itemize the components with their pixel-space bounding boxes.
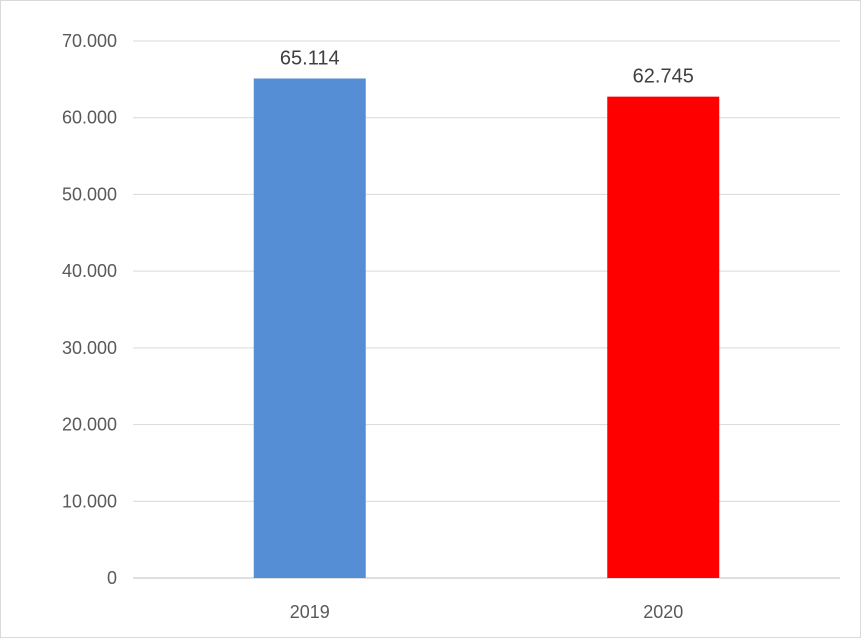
y-tick-label: 70.000 [62,31,117,51]
y-tick-label: 10.000 [62,491,117,511]
y-tick-label: 30.000 [62,338,117,358]
x-tick-label: 2019 [290,602,330,622]
bar-2020 [607,96,720,578]
y-tick-label: 50.000 [62,184,117,204]
x-axis-ticks: 2019 2020 [290,602,684,622]
data-labels: 65.114 62.745 [280,47,694,87]
y-tick-label: 20.000 [62,415,117,435]
bar-2019 [253,78,366,578]
x-tick-label: 2020 [643,602,683,622]
y-axis-ticks: 0 10.000 20.000 30.000 40.000 50.000 60.000 70.… [62,31,117,588]
data-label: 65.114 [280,47,340,69]
bars [253,78,720,578]
y-tick-label: 60.000 [62,108,117,128]
gridlines [133,40,840,579]
data-label: 62.745 [633,66,694,88]
y-tick-label: 40.000 [62,261,117,281]
y-tick-label: 0 [107,568,117,588]
